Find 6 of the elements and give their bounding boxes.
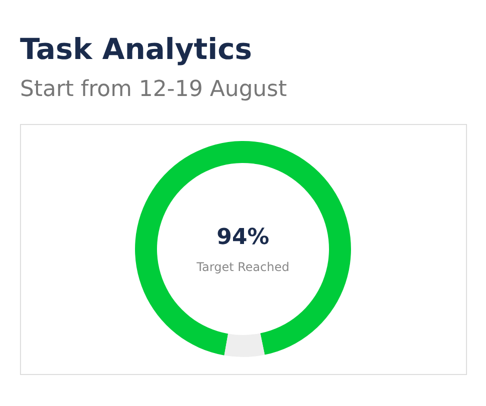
chart-title: Task Analytics [20,32,252,66]
text: Target Reached [196,260,290,274]
donut-slice [224,333,265,357]
chart-subtitle: Start from 12-19 August [20,77,288,102]
donut-slice [135,141,351,356]
data-label: 94% [216,225,270,250]
